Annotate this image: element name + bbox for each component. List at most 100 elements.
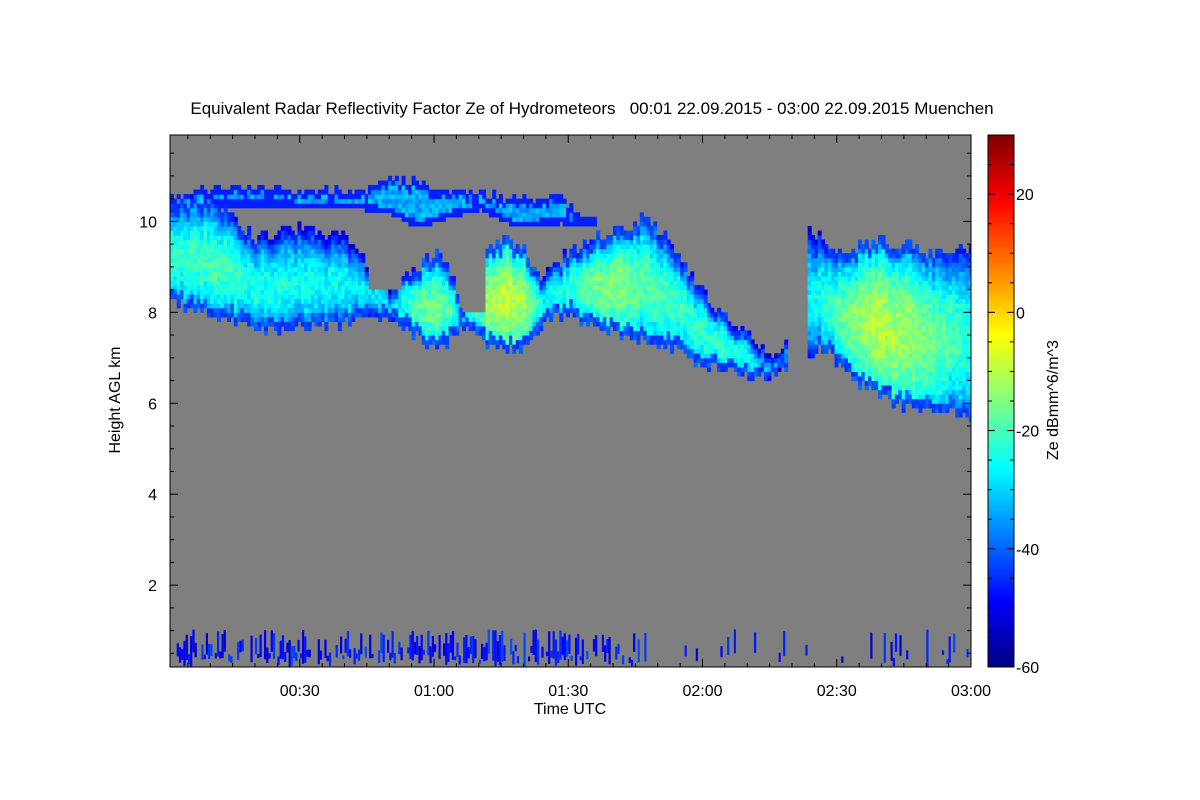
heatmap-cell <box>864 271 869 277</box>
heatmap-cell <box>294 244 299 250</box>
heatmap-cell <box>827 257 832 263</box>
heatmap-cell <box>649 330 654 336</box>
heatmap-cell <box>394 212 399 218</box>
heatmap-cell <box>847 285 852 291</box>
heatmap-cell <box>888 303 893 309</box>
heatmap-cell <box>264 330 268 336</box>
heatmap-cell <box>408 280 413 286</box>
heatmap-cell <box>210 303 215 309</box>
heatmap-cell <box>217 230 221 236</box>
heatmap-cell <box>250 280 255 286</box>
heatmap-cell <box>217 316 221 322</box>
heatmap-cell <box>173 244 178 250</box>
heatmap-cell <box>905 294 909 300</box>
heatmap-cell <box>210 285 215 291</box>
heatmap-cell <box>894 330 899 336</box>
heatmap-cell <box>183 225 188 231</box>
heatmap-cell <box>663 330 668 336</box>
heatmap-cell <box>834 344 839 350</box>
heatmap-cell <box>193 285 198 291</box>
heatmap-cell <box>498 339 503 345</box>
heatmap-cell <box>455 212 460 218</box>
heatmap-cell <box>472 207 477 213</box>
heatmap-cell <box>186 253 191 259</box>
heatmap-cell <box>495 244 500 250</box>
heatmap-cell <box>894 312 899 318</box>
heatmap-cell <box>680 289 685 295</box>
heatmap-cell <box>881 262 886 268</box>
heatmap-cell <box>200 198 205 204</box>
heatmap-cell <box>562 207 567 213</box>
heatmap-cell <box>616 257 621 263</box>
heatmap-cell <box>223 303 228 309</box>
heatmap-cell <box>378 303 383 309</box>
heatmap-cell <box>586 276 591 282</box>
heatmap-cell <box>619 330 624 336</box>
heatmap-cell <box>824 257 829 263</box>
heatmap-cell <box>304 285 309 291</box>
heatmap-cell <box>227 225 232 231</box>
heatmap-cell <box>233 271 238 277</box>
heatmap-cell <box>331 257 336 263</box>
heatmap-cell <box>404 207 409 213</box>
heatmap-cell <box>210 239 215 245</box>
heatmap-cell <box>176 203 181 209</box>
heatmap-cell <box>304 307 309 313</box>
heatmap-cell <box>592 266 597 272</box>
heatmap-cell <box>938 339 943 345</box>
heatmap-cell <box>230 276 235 282</box>
heatmap-cell <box>176 212 181 218</box>
heatmap-cell <box>341 280 346 286</box>
heatmap-cell <box>368 207 372 213</box>
heatmap-cell <box>364 289 369 295</box>
heatmap-cell <box>441 307 446 313</box>
heatmap-cell <box>180 253 185 259</box>
heatmap-cell <box>925 362 930 368</box>
heatmap-cell <box>710 348 715 354</box>
heatmap-cell <box>354 312 359 318</box>
heatmap-cell <box>485 307 490 313</box>
heatmap-cell <box>391 198 396 204</box>
heatmap-cell <box>807 316 812 322</box>
heatmap-cell <box>240 298 245 304</box>
heatmap-cell <box>250 189 255 195</box>
heatmap-cell <box>404 298 409 304</box>
heatmap-cell <box>841 257 846 263</box>
heatmap-cell <box>217 266 221 272</box>
heatmap-cell <box>317 239 322 245</box>
heatmap-cell <box>891 353 896 359</box>
heatmap-cell <box>200 262 205 268</box>
heatmap-cell <box>868 307 873 313</box>
heatmap-cell <box>572 276 577 282</box>
heatmap-cell <box>851 316 856 322</box>
heatmap-cell <box>498 289 503 295</box>
heatmap-cell <box>884 380 889 386</box>
heatmap-cell <box>884 348 889 354</box>
heatmap-cell <box>428 326 433 332</box>
heatmap-cell <box>824 307 829 313</box>
heatmap-cell <box>821 307 826 313</box>
heatmap-cell <box>915 248 920 254</box>
heatmap-cell <box>905 366 909 372</box>
heatmap-cell <box>213 198 218 204</box>
heatmap-cell <box>173 235 178 241</box>
heatmap-cell <box>760 362 765 368</box>
heatmap-cell <box>680 285 685 291</box>
heatmap-cell <box>566 266 570 272</box>
heatmap-cell <box>925 335 930 341</box>
heatmap-cell <box>891 326 896 332</box>
heatmap-cell <box>314 235 319 241</box>
heatmap-cell <box>381 207 386 213</box>
heatmap-cell <box>908 312 913 318</box>
heatmap-cell <box>566 312 570 318</box>
heatmap-cell <box>653 271 658 277</box>
heatmap-cell <box>707 366 711 372</box>
heatmap-cell <box>230 239 235 245</box>
heatmap-cell <box>559 285 564 291</box>
heatmap-cell <box>660 239 664 245</box>
heatmap-cell <box>357 203 362 209</box>
heatmap-cell <box>488 312 493 318</box>
heatmap-cell <box>344 253 349 259</box>
heatmap-cell <box>837 344 842 350</box>
heatmap-cell <box>760 357 765 363</box>
